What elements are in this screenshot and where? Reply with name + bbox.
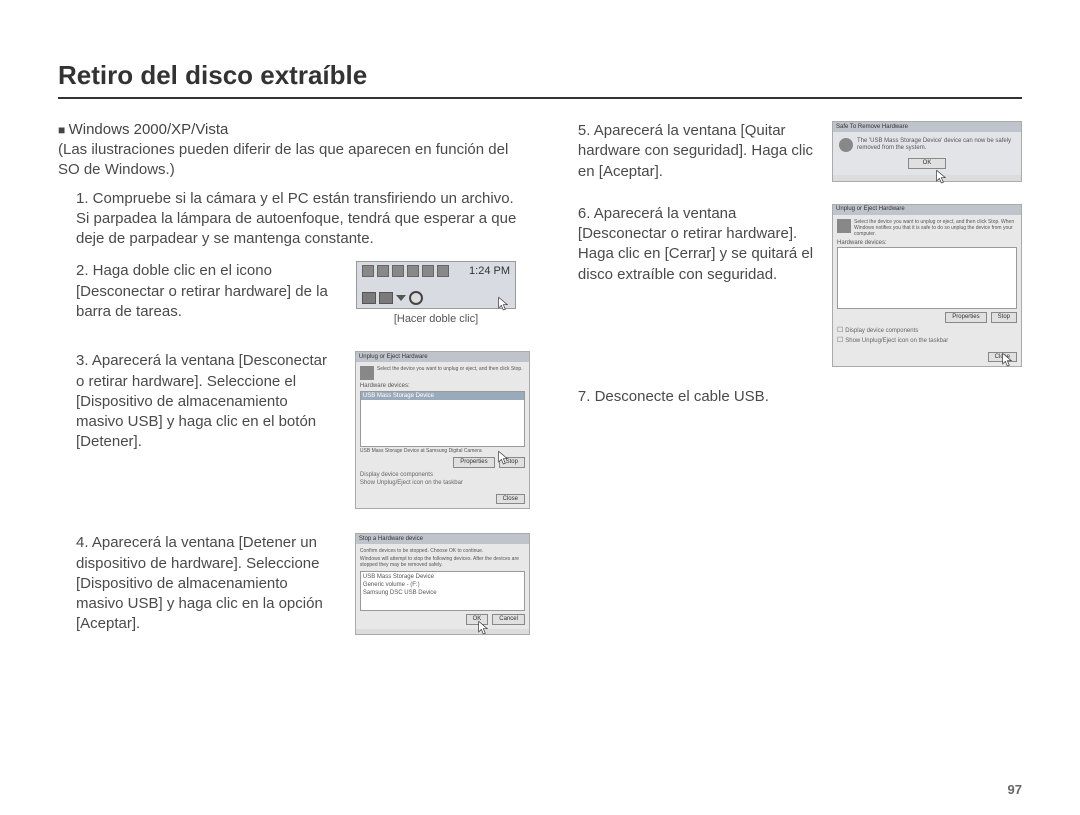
page-number: 97: [1008, 782, 1022, 797]
dialog-hint: Select the device you want to unplug or …: [377, 366, 525, 380]
dialog-titlebar: Safe To Remove Hardware: [833, 122, 1021, 132]
step-6-row: 6. Aparecerá la ventana [Desconectar o r…: [560, 204, 1022, 367]
usb-icon: [360, 366, 374, 380]
step-5: 5. Aparecerá la ventana [Quitar hardware…: [560, 121, 814, 182]
checkbox-label: Display device components: [837, 326, 1017, 336]
safe-remove-dialog-screenshot: Safe To Remove Hardware The 'USB Mass St…: [832, 121, 1022, 182]
dialog-msg: The 'USB Mass Storage Device' device can…: [857, 138, 1015, 152]
dialog-msg: Confirm devices to be stopped. Choose OK…: [360, 548, 525, 554]
taskbar-screenshot: 1:24 PM [Hacer doble clic]: [356, 261, 516, 325]
step-3: 3. Aparecerá la ventana [Desconectar o r…: [58, 351, 337, 509]
tray-icon: [437, 265, 449, 277]
list-label: Hardware devices:: [360, 383, 525, 390]
unplug-hardware-icon: [409, 291, 423, 305]
close-button: Close: [496, 494, 525, 505]
checkbox-label: Show Unplug/Eject icon on the taskbar: [837, 336, 1017, 346]
taskbar-mock: 1:24 PM: [356, 261, 516, 309]
step-6: 6. Aparecerá la ventana [Desconectar o r…: [560, 204, 814, 367]
cursor-icon: [935, 169, 949, 185]
tray-chevron-icon: [396, 295, 406, 301]
page-title: Retiro del disco extraíble: [58, 60, 1022, 99]
tray-icon: [362, 292, 376, 304]
column-right: 5. Aparecerá la ventana [Quitar hardware…: [560, 121, 1022, 649]
tray-icon: [392, 265, 404, 277]
device-list: USB Mass Storage Device Generic volume -…: [360, 571, 525, 611]
checkbox-label: Display device components: [360, 471, 525, 479]
unplug-dialog-2-screenshot: Unplug or Eject Hardware Select the devi…: [832, 204, 1022, 367]
ok-button: OK: [908, 158, 947, 169]
list-item: USB Mass Storage Device: [363, 574, 522, 582]
step-4-row: 4. Aparecerá la ventana [Detener un disp…: [58, 533, 530, 634]
dialog-titlebar: Stop a Hardware device: [356, 534, 529, 544]
tray-icon: [377, 265, 389, 277]
taskbar-caption: [Hacer doble clic]: [356, 313, 516, 325]
stop-button: Stop: [991, 312, 1017, 323]
tray-icon: [407, 265, 419, 277]
properties-button: Properties: [945, 312, 986, 323]
dialog-title: Unplug or Eject Hardware: [836, 206, 905, 213]
dialog-msg: Windows will attempt to stop the followi…: [360, 556, 525, 568]
dialog-titlebar: Unplug or Eject Hardware: [833, 205, 1021, 215]
os-heading: Windows 2000/XP/Vista: [58, 121, 530, 138]
dialog-titlebar: Unplug or Eject Hardware: [356, 352, 529, 362]
step-2-row: 2. Haga doble clic en el icono [Desconec…: [58, 261, 530, 325]
cursor-icon: [1001, 352, 1015, 368]
tray-icon: [422, 265, 434, 277]
step-7: 7. Desconecte el cable USB.: [560, 387, 1022, 407]
dialog-title: Safe To Remove Hardware: [836, 124, 908, 131]
usb-icon: [837, 219, 851, 233]
column-left: Windows 2000/XP/Vista (Las ilustraciones…: [58, 121, 530, 649]
stop-dialog-screenshot: Stop a Hardware device Confirm devices t…: [355, 533, 530, 634]
os-note: (Las ilustraciones pueden diferir de las…: [58, 140, 530, 181]
cursor-icon: [497, 450, 511, 466]
checkbox-label: Show Unplug/Eject icon on the taskbar: [360, 479, 525, 487]
tray-icon: [379, 292, 393, 304]
device-list: [837, 247, 1017, 309]
list-item: USB Mass Storage Device: [361, 392, 524, 401]
cancel-button: Cancel: [492, 614, 525, 625]
taskbar-time: 1:24 PM: [469, 265, 510, 277]
step-4: 4. Aparecerá la ventana [Detener un disp…: [58, 533, 337, 634]
step-5-row: 5. Aparecerá la ventana [Quitar hardware…: [560, 121, 1022, 182]
step-2: 2. Haga doble clic en el icono [Desconec…: [58, 261, 338, 325]
step-1: 1. Compruebe si la cámara y el PC están …: [58, 189, 530, 250]
properties-button: Properties: [453, 457, 494, 468]
cursor-icon: [497, 296, 511, 312]
cursor-icon: [477, 620, 491, 636]
checkbox-area: Display device components Show Unplug/Ej…: [837, 323, 1017, 349]
content-columns: Windows 2000/XP/Vista (Las ilustraciones…: [58, 121, 1022, 649]
list-item: Generic volume - (F:): [363, 582, 522, 590]
list-label: Hardware devices:: [837, 240, 1017, 247]
list-item: Samsung DSC USB Device: [363, 590, 522, 598]
dialog-hint: Select the device you want to unplug or …: [854, 219, 1017, 237]
step-3-row: 3. Aparecerá la ventana [Desconectar o r…: [58, 351, 530, 509]
dialog-title: Stop a Hardware device: [359, 536, 423, 543]
unplug-dialog-screenshot: Unplug or Eject Hardware Select the devi…: [355, 351, 530, 509]
checkbox-area: Display device components Show Unplug/Ej…: [360, 468, 525, 491]
device-list: USB Mass Storage Device: [360, 391, 525, 447]
info-icon: [839, 138, 853, 152]
tray-icon: [362, 265, 374, 277]
dialog-title: Unplug or Eject Hardware: [359, 354, 428, 361]
